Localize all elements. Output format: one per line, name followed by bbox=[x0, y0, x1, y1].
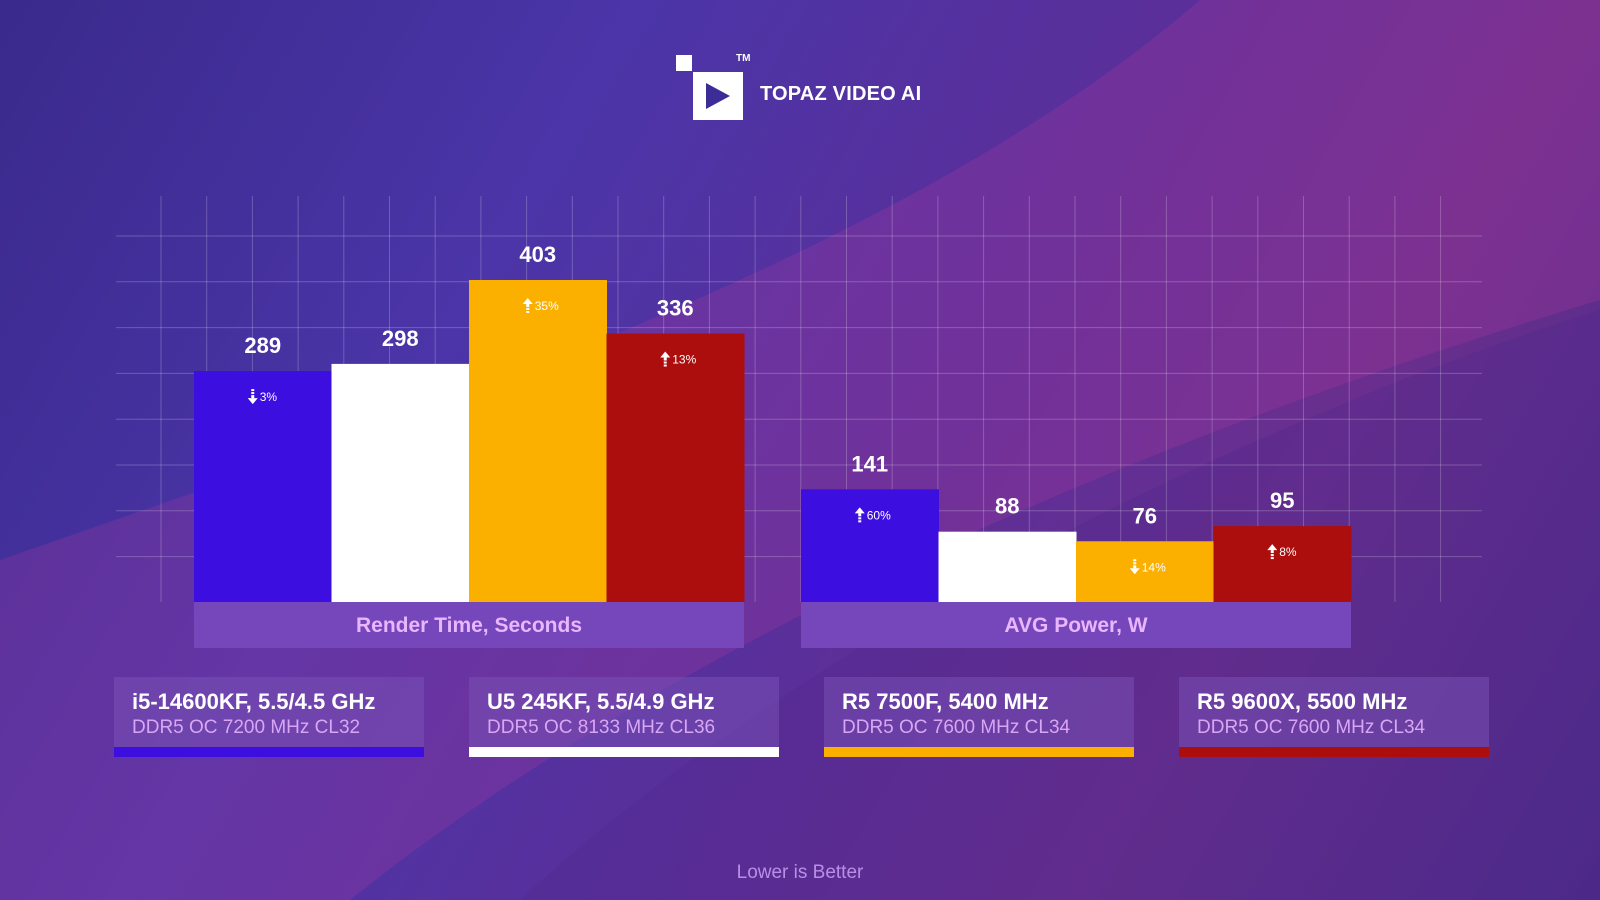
legend-item: i5-14600KF, 5.5/4.5 GHz DDR5 OC 7200 MHz … bbox=[114, 677, 424, 757]
bars bbox=[194, 280, 1352, 602]
delta-label: 13% bbox=[672, 353, 696, 367]
delta-label: 35% bbox=[535, 299, 559, 313]
legend-title: i5-14600KF, 5.5/4.5 GHz bbox=[132, 689, 376, 714]
value-label: 95 bbox=[1270, 488, 1294, 513]
delta-label: 3% bbox=[260, 390, 278, 404]
trademark-mark: TM bbox=[736, 53, 751, 64]
legend-subtitle: DDR5 OC 7200 MHz CL32 bbox=[132, 717, 361, 738]
value-label: 336 bbox=[657, 296, 694, 321]
legend-item: U5 245KF, 5.5/4.9 GHz DDR5 OC 8133 MHz CL… bbox=[469, 677, 779, 757]
value-label: 298 bbox=[382, 326, 419, 351]
value-label: 403 bbox=[519, 242, 556, 267]
category-band bbox=[194, 602, 744, 648]
arrow-up-icon bbox=[854, 507, 865, 523]
legend-subtitle: DDR5 OC 7600 MHz CL34 bbox=[842, 717, 1071, 738]
value-label: 88 bbox=[995, 494, 1019, 519]
arrow-down-icon bbox=[247, 389, 258, 405]
arrow-up-icon bbox=[522, 298, 533, 313]
legend-title: U5 245KF, 5.5/4.9 GHz bbox=[487, 689, 715, 714]
legend-swatch bbox=[1179, 747, 1489, 757]
delta-label: 60% bbox=[867, 508, 891, 522]
legend-item: R5 7500F, 5400 MHz DDR5 OC 7600 MHz CL34 bbox=[824, 677, 1134, 757]
footer-note: Lower is Better bbox=[736, 862, 864, 883]
bar bbox=[801, 489, 939, 602]
legend-item: R5 9600X, 5500 MHz DDR5 OC 7600 MHz CL34 bbox=[1179, 677, 1489, 757]
bar bbox=[938, 531, 1077, 602]
delta-label: 8% bbox=[1279, 545, 1297, 559]
legend-swatch bbox=[114, 747, 424, 757]
play-logo-icon bbox=[676, 55, 743, 120]
value-label: 141 bbox=[851, 451, 888, 476]
bar bbox=[469, 280, 607, 602]
category-band bbox=[801, 602, 1351, 648]
bar bbox=[1213, 526, 1352, 602]
legend-title: R5 9600X, 5500 MHz bbox=[1197, 689, 1408, 714]
category-bars bbox=[194, 602, 1351, 648]
bar bbox=[606, 333, 745, 602]
bar bbox=[194, 371, 332, 602]
bar bbox=[1076, 541, 1214, 602]
bar bbox=[331, 363, 470, 602]
topaz-logo: TM TOPAZ VIDEO AI bbox=[676, 53, 936, 120]
legend-swatch bbox=[824, 747, 1134, 757]
arrow-up-icon bbox=[1267, 544, 1278, 560]
arrow-down-icon bbox=[1129, 559, 1140, 575]
legend-swatch bbox=[469, 747, 779, 757]
category-label: Render Time, Seconds bbox=[356, 614, 582, 637]
delta-label: 14% bbox=[1142, 560, 1166, 574]
category-label: AVG Power, W bbox=[1004, 614, 1147, 637]
arrow-up-icon bbox=[660, 351, 671, 367]
brand-name: TOPAZ VIDEO AI bbox=[760, 83, 922, 105]
value-labels: Render Time, Seconds 289 3% 298 403 35% 336 13%… bbox=[244, 242, 1297, 637]
legend-title: R5 7500F, 5400 MHz bbox=[842, 689, 1049, 714]
value-label: 76 bbox=[1133, 503, 1157, 528]
value-label: 289 bbox=[244, 333, 281, 358]
legend-subtitle: DDR5 OC 8133 MHz CL36 bbox=[487, 717, 716, 738]
legend-subtitle: DDR5 OC 7600 MHz CL34 bbox=[1197, 717, 1426, 738]
